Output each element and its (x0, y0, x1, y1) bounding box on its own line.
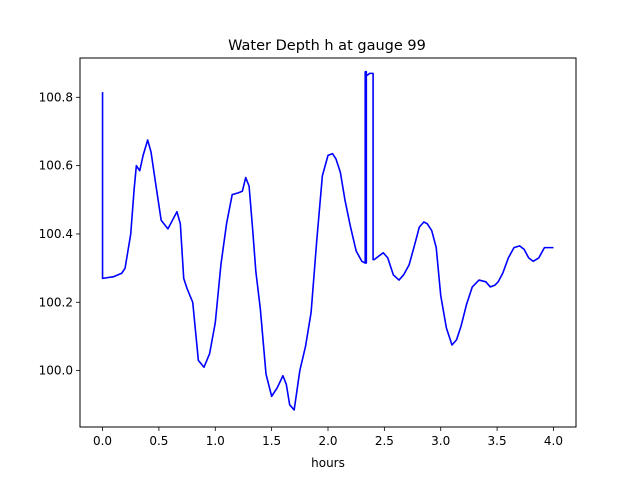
x-tick-label: 0.5 (149, 434, 168, 448)
x-tick-label: 2.0 (318, 434, 337, 448)
y-tick-label: 100.0 (39, 364, 73, 378)
y-tick-label: 100.8 (39, 90, 73, 104)
y-tick-label: 100.2 (39, 295, 73, 309)
x-axis-label: hours (311, 456, 345, 470)
x-tick-label: 3.0 (431, 434, 450, 448)
series-line-0 (101, 70, 554, 411)
y-tick-label: 100.6 (39, 159, 73, 173)
x-tick-label: 3.5 (488, 434, 507, 448)
y-axis: 100.0 100.2 100.4 100.6 100.8 (39, 90, 80, 378)
chart-title: Water Depth h at gauge 99 (228, 38, 426, 54)
x-tick-label: 2.5 (375, 434, 394, 448)
x-axis: 0.0 0.5 1.0 1.5 2.0 2.5 3.0 3.5 4.0 (93, 427, 563, 448)
y-tick-label: 100.4 (39, 227, 73, 241)
plot-area (79, 57, 577, 428)
x-tick-label: 0.0 (93, 434, 112, 448)
x-tick-label: 1.5 (262, 434, 281, 448)
x-tick-label: 1.0 (206, 434, 225, 448)
plot-frame (79, 57, 577, 428)
x-tick-label: 4.0 (544, 434, 563, 448)
